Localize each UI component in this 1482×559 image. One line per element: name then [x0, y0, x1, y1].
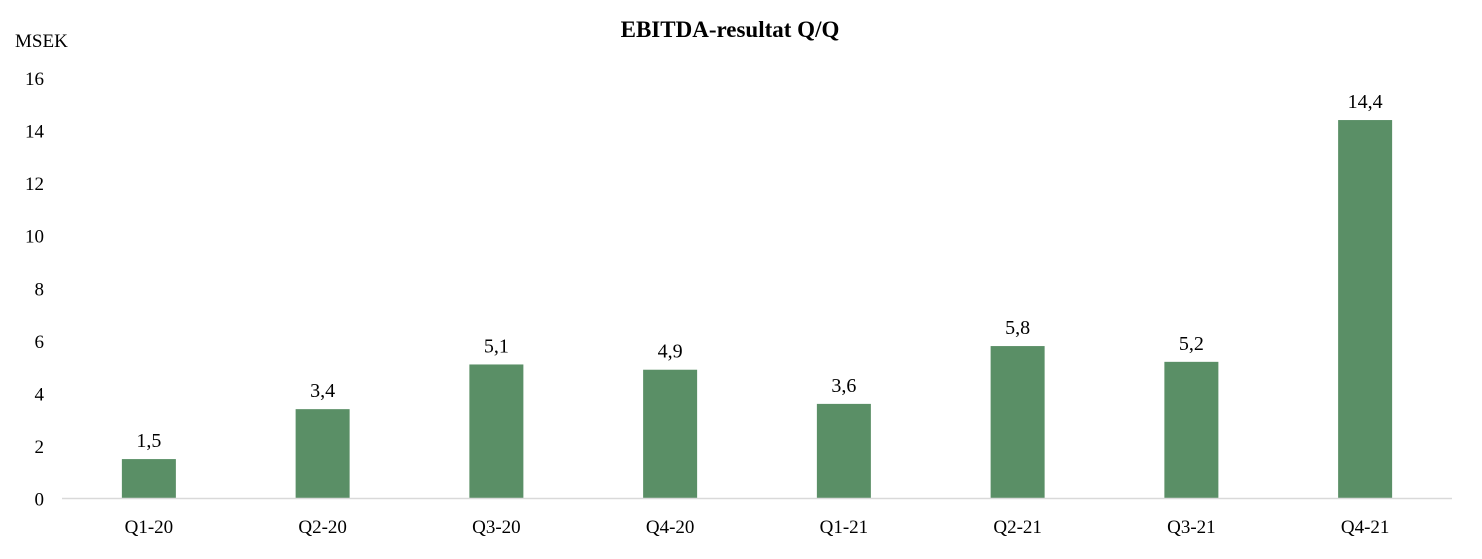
bar-q2-21: [990, 346, 1045, 499]
x-tick-label: Q3-21: [1167, 517, 1216, 538]
y-axis-unit-label: MSEK: [15, 31, 68, 52]
bars-group: [121, 120, 1393, 499]
y-tick-label: 2: [35, 437, 45, 458]
data-label: 5,2: [1179, 333, 1204, 355]
bar-q2-20: [295, 409, 350, 499]
y-tick-label: 12: [25, 174, 44, 195]
y-tick-label: 4: [35, 384, 45, 405]
chart-title: EBITDA-resultat Q/Q: [621, 17, 840, 42]
data-label: 3,6: [831, 375, 856, 397]
data-labels-group: 1,5 3,4 5,1 4,9 3,6 5,8 5,2 14,4: [136, 91, 1382, 452]
data-label: 3,4: [310, 380, 335, 402]
bar-q1-21: [816, 403, 871, 499]
bar-q3-20: [469, 364, 524, 499]
y-tick-label: 6: [35, 332, 45, 353]
data-label: 14,4: [1348, 91, 1383, 113]
x-tick-label: Q2-21: [993, 517, 1042, 538]
data-label: 5,1: [484, 335, 509, 357]
y-tick-label: 8: [35, 279, 45, 300]
x-tick-label: Q1-21: [820, 517, 869, 538]
x-tick-label: Q4-21: [1341, 517, 1390, 538]
x-tick-label: Q3-20: [472, 517, 521, 538]
y-axis-ticks: 0 2 4 6 8 10 12 14 16: [25, 69, 45, 511]
bar-q4-20: [643, 369, 698, 499]
data-label: 5,8: [1005, 317, 1030, 339]
y-tick-label: 10: [25, 227, 44, 248]
y-tick-label: 0: [35, 490, 45, 511]
y-tick-label: 16: [25, 69, 44, 90]
x-tick-label: Q4-20: [646, 517, 695, 538]
bar-q4-21: [1338, 120, 1393, 499]
bar-q3-21: [1164, 361, 1219, 499]
data-label: 4,9: [658, 341, 683, 363]
bar-q1-20: [121, 459, 176, 499]
data-label: 1,5: [136, 430, 161, 452]
x-tick-label: Q2-20: [298, 517, 347, 538]
y-tick-label: 14: [25, 122, 45, 143]
x-axis-ticks: Q1-20 Q2-20 Q3-20 Q4-20 Q1-21 Q2-21 Q3-21 Q4-21: [125, 517, 1390, 538]
x-tick-label: Q1-20: [125, 517, 174, 538]
